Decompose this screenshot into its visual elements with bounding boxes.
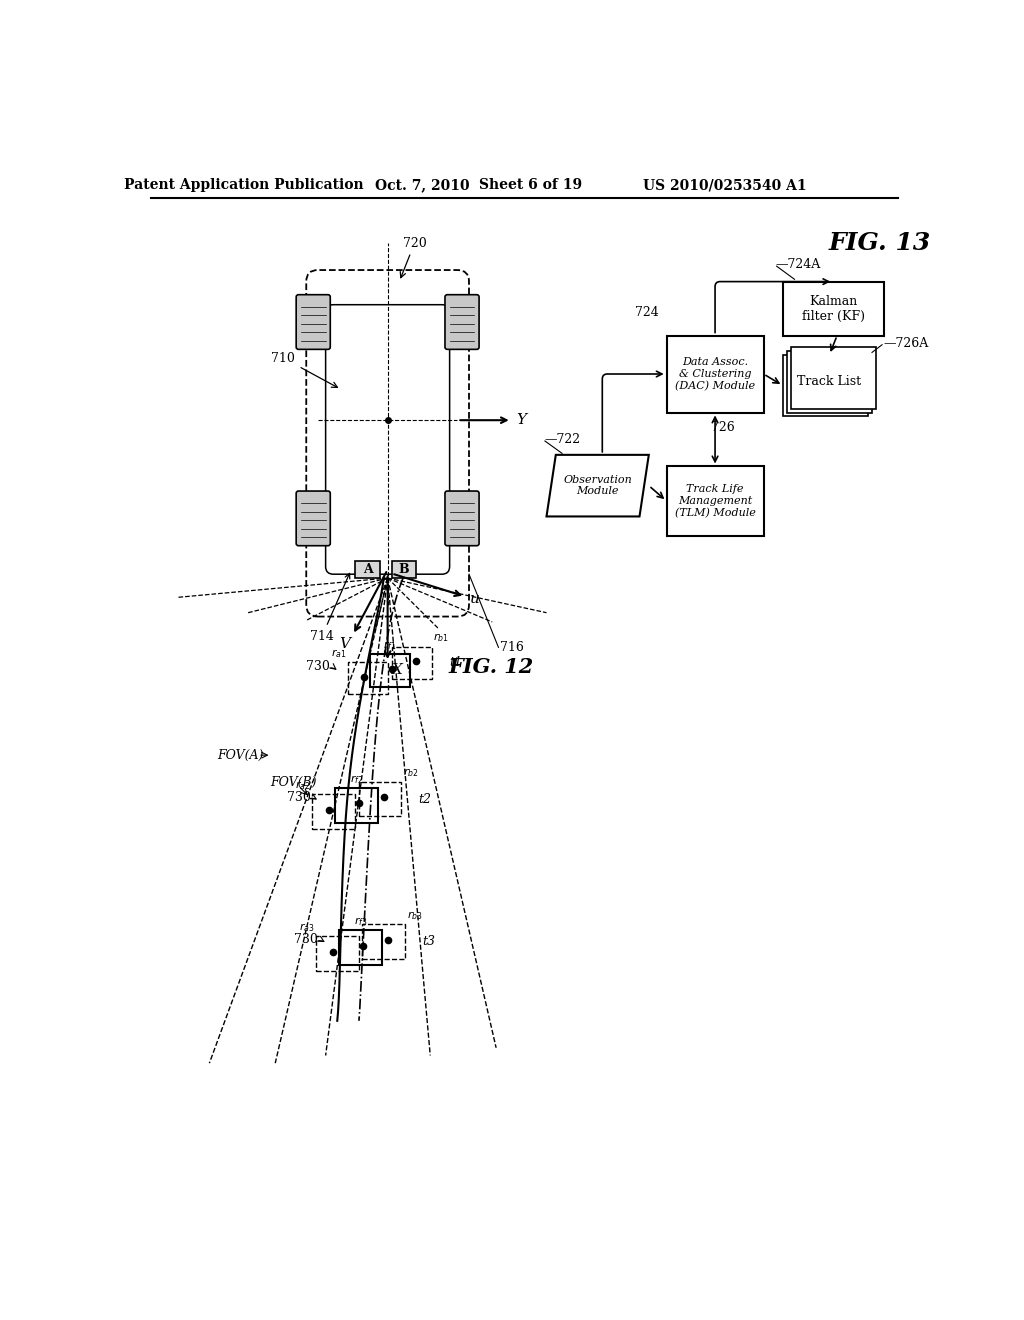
Bar [667, 335, 764, 412]
Bar [335, 788, 378, 822]
Text: Sheet 6 of 19: Sheet 6 of 19 [479, 178, 583, 193]
FancyBboxPatch shape [445, 491, 479, 545]
Text: $r_{b2}$: $r_{b2}$ [402, 767, 419, 779]
Text: FOV(A): FOV(A) [217, 748, 263, 762]
Bar [370, 655, 410, 686]
Text: 730: 730 [294, 933, 318, 946]
Bar [783, 355, 868, 416]
Text: US 2010/0253540 A1: US 2010/0253540 A1 [643, 178, 807, 193]
Text: Data Assoc.
& Clustering
(DAC) Module: Data Assoc. & Clustering (DAC) Module [675, 358, 755, 391]
Text: $r_{a3}$: $r_{a3}$ [299, 921, 314, 935]
Bar [312, 795, 354, 829]
Text: t1: t1 [449, 656, 462, 669]
Text: —726A: —726A [884, 337, 929, 350]
Bar [362, 924, 406, 958]
Text: 730: 730 [306, 660, 330, 673]
Text: $r_{f1}$: $r_{f1}$ [383, 639, 396, 652]
Polygon shape [547, 455, 649, 516]
Bar [391, 561, 417, 578]
Bar [339, 931, 382, 965]
FancyBboxPatch shape [296, 491, 331, 545]
Text: FIG. 13: FIG. 13 [828, 231, 931, 255]
FancyBboxPatch shape [445, 294, 479, 350]
Bar [786, 351, 872, 412]
Bar [355, 561, 380, 578]
Text: 716: 716 [500, 640, 524, 653]
Bar [783, 281, 884, 335]
Text: $r_{f2}$: $r_{f2}$ [350, 772, 364, 785]
Text: t3: t3 [422, 935, 435, 948]
Text: $r_{a1}$: $r_{a1}$ [331, 647, 346, 660]
Text: Y: Y [517, 413, 526, 428]
Text: 726: 726 [712, 421, 735, 434]
Text: V: V [340, 638, 350, 651]
Text: Track Life
Management
(TLM) Module: Track Life Management (TLM) Module [675, 484, 756, 517]
Text: Patent Application Publication: Patent Application Publication [125, 178, 365, 193]
Text: u: u [469, 591, 479, 606]
Text: Oct. 7, 2010: Oct. 7, 2010 [375, 178, 470, 193]
Text: 720: 720 [402, 236, 427, 249]
Text: $r_{a2}$: $r_{a2}$ [295, 779, 310, 792]
FancyBboxPatch shape [296, 294, 331, 350]
Text: A: A [362, 564, 373, 576]
Text: 730: 730 [287, 791, 310, 804]
Text: $r_{b3}$: $r_{b3}$ [407, 909, 422, 921]
Text: Kalman
filter (KF): Kalman filter (KF) [802, 294, 864, 322]
Text: FOV(B): FOV(B) [270, 776, 316, 788]
Text: X: X [391, 663, 402, 677]
Text: —724A: —724A [775, 259, 820, 271]
Text: FIG. 12: FIG. 12 [449, 656, 534, 677]
Text: B: B [398, 564, 410, 576]
Text: Observation
Module: Observation Module [563, 475, 632, 496]
Bar [348, 663, 388, 694]
Bar [358, 781, 401, 816]
Text: 714: 714 [310, 573, 350, 643]
Text: —722: —722 [545, 433, 581, 446]
Text: t2: t2 [418, 792, 431, 805]
Bar [391, 647, 432, 678]
Bar [316, 936, 358, 972]
Text: 724: 724 [635, 306, 659, 319]
Text: $r_{b1}$: $r_{b1}$ [433, 631, 450, 644]
Bar [667, 466, 764, 536]
Text: $r_{f3}$: $r_{f3}$ [353, 915, 368, 928]
Text: 710: 710 [271, 352, 295, 366]
Text: Track List: Track List [798, 375, 861, 388]
Bar [791, 347, 876, 409]
